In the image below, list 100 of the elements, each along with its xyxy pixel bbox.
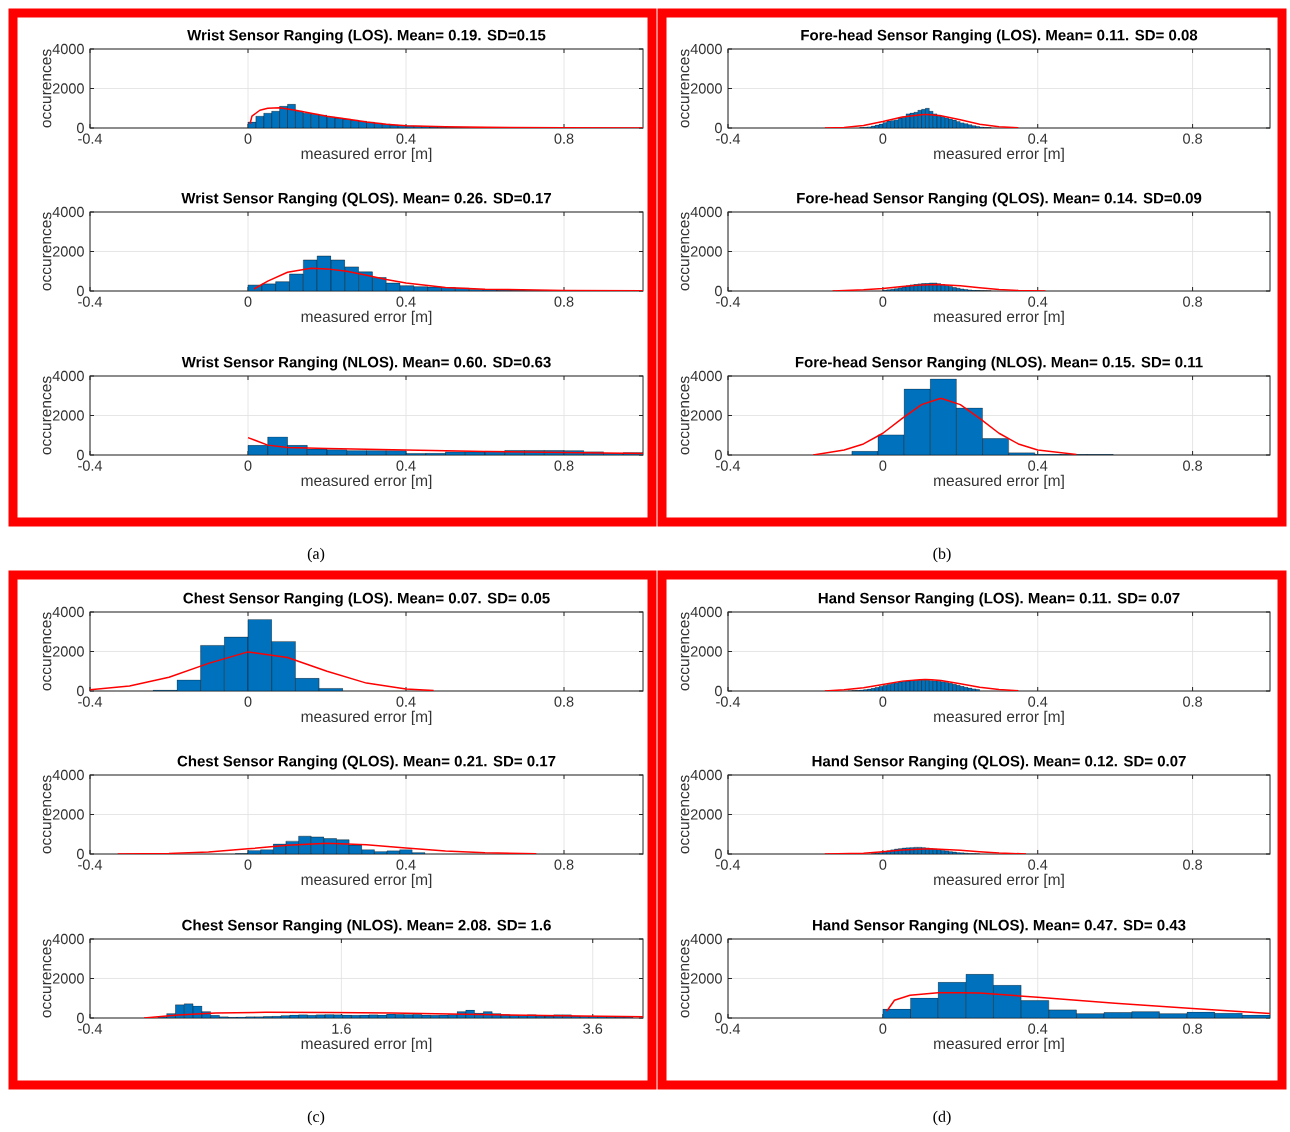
y-tick-label: 0: [76, 1012, 84, 1024]
x-tick-label: -0.4: [716, 1023, 741, 1034]
x-tick-label: 0.8: [554, 859, 574, 870]
y-tick-label: 4000: [52, 606, 84, 618]
x-tick-label: 0: [879, 859, 887, 870]
y-tick-label: 2000: [690, 646, 722, 657]
chart-title: Fore-head Sensor Ranging (NLOS). Mean= 0.15. SD= 0.11: [795, 356, 1203, 371]
x-tick-label: 0.8: [1183, 133, 1203, 144]
y-axis-title: occurences: [42, 49, 52, 128]
y-tick-label: 0: [76, 848, 84, 860]
x-tick-label: 0.8: [1183, 460, 1203, 471]
y-tick-label: 2000: [690, 410, 722, 421]
y-tick-label: 0: [76, 685, 84, 697]
x-axis-title: measured error [m]: [301, 873, 432, 889]
y-tick-label: 2000: [52, 410, 84, 421]
chart-title: Chest Sensor Ranging (QLOS). Mean= 0.21. SD= 0.17: [177, 755, 556, 770]
chart-title: Hand Sensor Ranging (QLOS). Mean= 0.12. SD= 0.07: [812, 755, 1186, 770]
x-tick-label: -0.4: [78, 1023, 103, 1034]
x-tick-label: 0.8: [1183, 296, 1203, 307]
x-tick-label: 0: [244, 460, 252, 471]
y-tick-label: 2000: [52, 809, 84, 820]
y-axis-title: occurences: [42, 376, 52, 455]
x-tick-label: -0.4: [78, 296, 103, 307]
y-tick-label: 0: [714, 685, 722, 697]
x-tick-label: -0.4: [716, 460, 741, 471]
x-tick-label: 0.4: [1028, 296, 1048, 307]
x-tick-label: 0.8: [554, 460, 574, 471]
x-tick-label: 0.8: [554, 696, 574, 707]
x-axis-title: measured error [m]: [301, 1037, 432, 1053]
y-axis-title: occurences: [42, 612, 52, 691]
x-tick-label: 1.6: [332, 1023, 351, 1034]
text: (d): [933, 1110, 951, 1126]
y-tick-label: 0: [76, 449, 84, 461]
x-tick-label: -0.4: [716, 859, 741, 870]
x-tick-label: 0.4: [1028, 460, 1048, 471]
y-axis-title: occurences: [42, 212, 52, 291]
x-axis-title: measured error [m]: [301, 310, 432, 326]
y-axis-title: occurences: [680, 939, 690, 1018]
x-tick-label: -0.4: [716, 296, 741, 307]
x-tick-label: 0.8: [1183, 859, 1203, 870]
y-tick-label: 4000: [690, 606, 722, 618]
y-tick-label: 2000: [52, 246, 84, 257]
y-axis-title: occurences: [680, 612, 690, 691]
y-tick-label: 4000: [690, 370, 722, 382]
chart-title: Hand Sensor Ranging (LOS). Mean= 0.11. SD= 0.07: [818, 592, 1180, 607]
y-tick-label: 4000: [52, 933, 84, 945]
x-tick-label: 0: [244, 133, 252, 144]
y-axis-title: occurences: [680, 49, 690, 128]
x-axis-title: measured error [m]: [934, 147, 1064, 163]
chart-title: Wrist Sensor Ranging (NLOS). Mean= 0.60. SD=0.63: [181, 356, 551, 371]
x-tick-label: 0.4: [396, 296, 416, 307]
text: (a): [307, 547, 325, 563]
chart-title: Fore-head Sensor Ranging (QLOS). Mean= 0.14. SD=0.09: [797, 192, 1202, 207]
x-tick-label: -0.4: [78, 859, 103, 870]
x-tick-label: 0: [879, 1023, 887, 1034]
x-tick-label: 0: [879, 133, 887, 144]
x-tick-label: 0.4: [1028, 133, 1048, 144]
x-tick-label: -0.4: [716, 696, 741, 707]
y-tick-label: 4000: [690, 206, 722, 218]
x-tick-label: 0: [244, 296, 252, 307]
y-tick-label: 4000: [52, 43, 84, 55]
y-axis-title: occurences: [680, 775, 690, 854]
x-tick-label: 0.8: [1183, 696, 1203, 707]
x-tick-label: 0: [879, 460, 887, 471]
y-tick-label: 0: [76, 285, 84, 297]
y-tick-label: 4000: [52, 769, 84, 781]
y-tick-label: 2000: [52, 646, 84, 657]
x-tick-label: -0.4: [78, 133, 103, 144]
y-tick-label: 2000: [52, 973, 84, 984]
y-tick-label: 0: [714, 122, 722, 134]
y-axis-title: occurences: [42, 775, 52, 854]
y-tick-label: 2000: [690, 83, 722, 94]
y-axis-title: occurences: [680, 212, 690, 291]
chart-title: Chest Sensor Ranging (LOS). Mean= 0.07. SD= 0.05: [183, 592, 550, 607]
x-tick-label: 0.4: [396, 460, 416, 471]
y-tick-label: 2000: [52, 83, 84, 94]
y-tick-label: 4000: [52, 206, 84, 218]
y-tick-label: 2000: [690, 809, 722, 820]
x-tick-label: -0.4: [78, 460, 103, 471]
y-tick-label: 0: [714, 449, 722, 461]
y-tick-label: 4000: [52, 370, 84, 382]
x-tick-label: -0.4: [78, 696, 103, 707]
text: (c): [307, 1110, 325, 1126]
x-tick-label: 0.4: [1028, 696, 1048, 707]
x-tick-label: 0: [244, 859, 252, 870]
x-axis-title: measured error [m]: [934, 310, 1064, 326]
x-axis-title: measured error [m]: [301, 710, 432, 726]
y-tick-label: 0: [76, 122, 84, 134]
chart-title: Hand Sensor Ranging (NLOS). Mean= 0.47. SD= 0.43: [813, 919, 1186, 934]
x-tick-label: 0.8: [554, 296, 574, 307]
y-tick-label: 0: [714, 285, 722, 297]
y-axis-title: occurences: [42, 939, 52, 1018]
y-tick-label: 2000: [690, 246, 722, 257]
y-tick-label: 0: [714, 848, 722, 860]
x-tick-label: 0: [879, 296, 887, 307]
x-tick-label: 0: [244, 696, 252, 707]
x-tick-label: 0: [879, 696, 887, 707]
x-axis-title: measured error [m]: [301, 474, 432, 490]
x-tick-label: 0.4: [396, 696, 416, 707]
x-axis-title: measured error [m]: [934, 1037, 1064, 1053]
